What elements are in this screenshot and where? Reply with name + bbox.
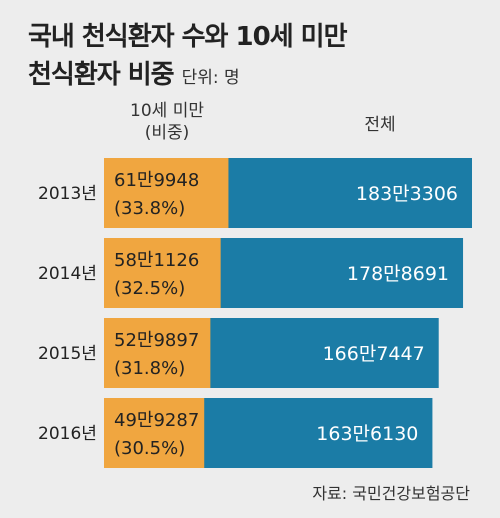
source-note: 자료: 국민건강보험공단 [312,484,470,503]
under10-value-label: 61만9948 [114,170,199,191]
under10-share-label: (33.8%) [114,198,185,219]
under10-share-label: (32.5%) [114,278,185,299]
year-label: 2014년 [38,264,97,284]
under10-share-label: (31.8%) [114,358,185,379]
under10-bar [104,318,211,388]
under10-header-line1: 10세 미만 [130,101,204,121]
title-line-2-text: 천식환자 비중 [28,60,175,90]
total-value-label: 183만3306 [356,183,458,205]
under10-share-label: (30.5%) [114,438,185,459]
unit-label: 단위: 명 [181,68,240,88]
year-label: 2016년 [38,424,97,444]
total-value-label: 166만7447 [323,343,425,365]
under10-value-label: 49만9287 [114,410,199,431]
under10-bar [104,238,221,308]
year-label: 2015년 [38,344,97,364]
under10-bar [104,158,229,228]
total-column-header: 전체 [364,115,396,135]
total-value-label: 178만8691 [347,263,449,285]
under10-bar [104,398,205,468]
total-value-label: 163만6130 [316,423,418,445]
title-line-1: 국내 천식환자 수와 10세 미만 [28,22,348,52]
under10-value-label: 52만9897 [114,330,199,351]
year-label: 2013년 [38,184,97,204]
chart-title: 국내 천식환자 수와 10세 미만 천식환자 비중 단위: 명 [28,18,348,97]
title-line-2: 천식환자 비중 단위: 명 [28,56,347,97]
under10-header-line2: (비중) [144,123,190,143]
under10-value-label: 58만1126 [114,250,199,271]
under10-column-header: 10세 미만 (비중) [112,100,222,144]
